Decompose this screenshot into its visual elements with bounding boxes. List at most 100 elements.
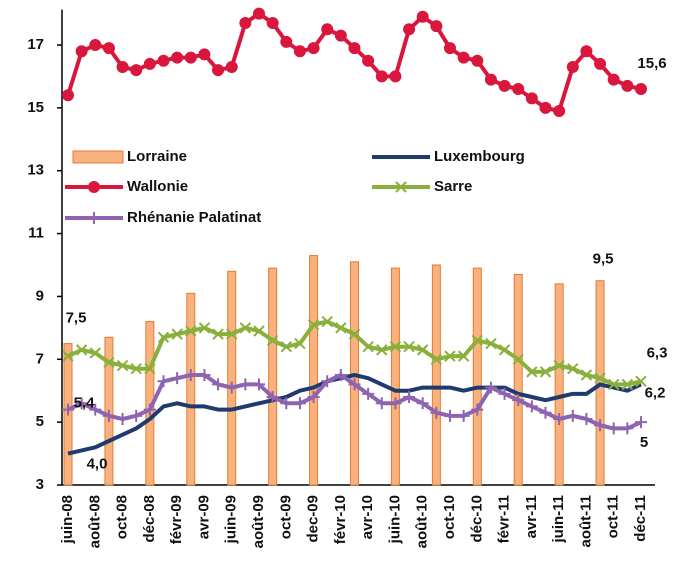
x-tick-label: févr-11 xyxy=(496,495,513,543)
marker xyxy=(307,319,320,331)
marker xyxy=(457,409,470,422)
marker xyxy=(525,400,538,413)
y-tick-label: 9 xyxy=(36,287,44,304)
marker xyxy=(157,54,170,67)
bar xyxy=(186,292,196,486)
marker xyxy=(580,369,593,381)
marker xyxy=(335,322,347,334)
marker xyxy=(130,64,143,77)
marker xyxy=(484,381,497,394)
y-tick-label: 7 xyxy=(36,350,44,367)
marker xyxy=(75,397,88,410)
marker xyxy=(362,387,375,400)
marker xyxy=(171,328,183,340)
marker xyxy=(471,54,484,67)
y-tick-label: 13 xyxy=(27,162,44,179)
value-label: 6,3 xyxy=(647,344,668,361)
y-tick-label: 3 xyxy=(36,476,44,493)
marker xyxy=(102,409,115,422)
marker xyxy=(553,105,566,117)
bar xyxy=(472,267,482,486)
marker xyxy=(498,387,511,400)
marker xyxy=(444,409,456,422)
bar xyxy=(513,273,523,486)
marker xyxy=(395,181,407,193)
marker xyxy=(62,89,74,102)
marker xyxy=(444,350,456,362)
marker xyxy=(635,375,647,387)
marker xyxy=(212,328,224,340)
marker xyxy=(362,341,374,353)
x-tick-label: juin-11 xyxy=(550,495,567,544)
value-label: 5 xyxy=(640,434,648,451)
marker xyxy=(171,372,184,385)
marker xyxy=(103,356,115,369)
marker xyxy=(375,397,388,410)
marker xyxy=(143,403,156,416)
y-tick-label: 11 xyxy=(28,225,44,242)
bar xyxy=(309,255,319,486)
x-tick-label: juin-10 xyxy=(386,495,403,544)
marker xyxy=(116,359,129,372)
x-tick-label: déc-10 xyxy=(468,495,485,543)
marker xyxy=(321,23,334,36)
x-tick-label: août-11 xyxy=(577,495,594,548)
y-tick-label: 5 xyxy=(36,413,44,430)
marker xyxy=(416,397,429,410)
marker xyxy=(89,347,101,359)
marker xyxy=(198,369,211,381)
marker xyxy=(376,344,388,356)
marker xyxy=(253,7,265,20)
bar xyxy=(431,264,441,486)
marker xyxy=(484,73,497,86)
x-tick-label: juin-08 xyxy=(59,495,76,544)
marker xyxy=(553,413,566,425)
marker xyxy=(389,397,402,410)
marker xyxy=(143,57,156,70)
marker xyxy=(539,406,552,419)
marker xyxy=(553,359,565,372)
marker xyxy=(239,322,252,334)
marker xyxy=(280,35,293,48)
marker xyxy=(144,363,156,375)
marker xyxy=(348,42,361,55)
marker xyxy=(635,416,647,429)
marker xyxy=(594,372,606,384)
marker xyxy=(184,369,197,381)
marker xyxy=(294,337,306,350)
x-tick-label: août-08 xyxy=(86,495,103,548)
marker xyxy=(621,79,634,92)
x-tick-label: avr-10 xyxy=(359,495,376,539)
marker xyxy=(403,341,415,353)
marker xyxy=(457,51,470,64)
marker xyxy=(116,413,129,425)
value-label: 4,0 xyxy=(87,456,108,473)
bar xyxy=(554,283,564,486)
marker xyxy=(403,23,416,36)
marker xyxy=(498,344,511,356)
value-label: 6,2 xyxy=(645,384,666,401)
marker xyxy=(525,92,538,105)
marker xyxy=(607,422,620,435)
marker xyxy=(184,51,197,64)
marker xyxy=(621,422,634,435)
marker xyxy=(566,61,579,73)
marker xyxy=(512,353,524,365)
legend-label: Lorraine xyxy=(127,148,187,165)
marker xyxy=(253,325,265,337)
marker xyxy=(62,350,74,362)
marker xyxy=(471,403,484,416)
y-tick-label: 15 xyxy=(27,99,44,116)
marker xyxy=(457,350,470,362)
marker xyxy=(266,17,279,29)
marker xyxy=(348,328,361,340)
marker xyxy=(567,363,579,375)
marker xyxy=(539,366,552,378)
marker xyxy=(253,378,265,391)
marker xyxy=(430,406,443,419)
marker xyxy=(471,334,483,347)
marker xyxy=(293,397,306,410)
marker xyxy=(321,375,334,388)
marker xyxy=(212,64,225,77)
